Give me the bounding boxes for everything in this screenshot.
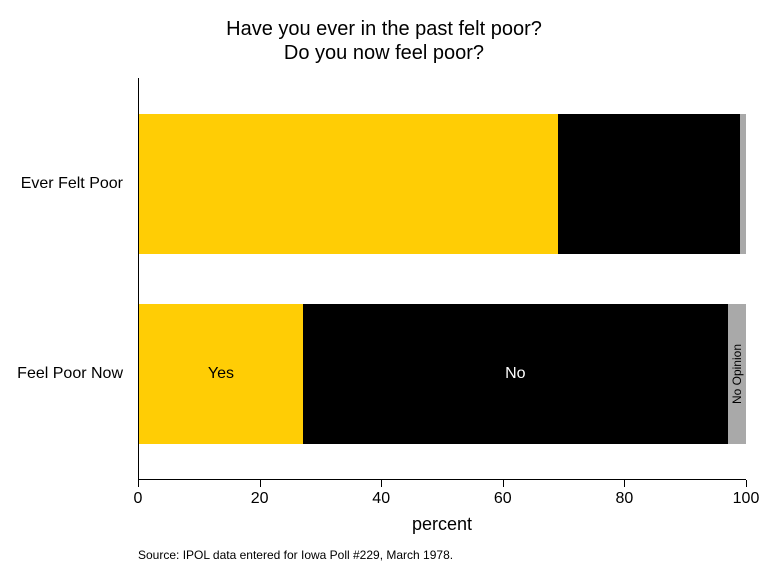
y-category-label: Ever Felt Poor [3,175,123,193]
bar-segment-no_opinion: No Opinion [728,304,746,444]
plot-area: Yes No No Opinion [138,78,746,480]
bar-segment-yes: Yes [139,304,303,444]
bar-segment-no_opinion [740,114,746,254]
x-tick [624,480,625,487]
bar-row: Yes No No Opinion [139,304,746,444]
x-tick-label: 100 [733,490,760,508]
source-text: Source: IPOL data entered for Iowa Poll … [138,548,453,562]
x-tick-label: 60 [494,490,512,508]
segment-label: Yes [208,365,234,383]
bar-segment-no: No [303,304,728,444]
x-tick-label: 40 [372,490,390,508]
segment-label: No [505,365,525,383]
segment-label: No Opinion [730,344,744,404]
x-tick [260,480,261,487]
x-tick [746,480,747,487]
x-tick-label: 80 [615,490,633,508]
y-category-label: Feel Poor Now [3,365,123,383]
x-axis-label: percent [412,514,472,535]
bar-segment-yes [139,114,558,254]
chart-title-line2: Do you now feel poor? [0,42,768,65]
x-tick-label: 20 [251,490,269,508]
bar-row [139,114,746,254]
chart-title-line1: Have you ever in the past felt poor? [0,18,768,41]
x-tick-label: 0 [134,490,143,508]
x-tick [503,480,504,487]
x-tick [381,480,382,487]
bar-segment-no [558,114,740,254]
x-tick [138,480,139,487]
chart-container: Have you ever in the past felt poor? Do … [0,0,768,576]
